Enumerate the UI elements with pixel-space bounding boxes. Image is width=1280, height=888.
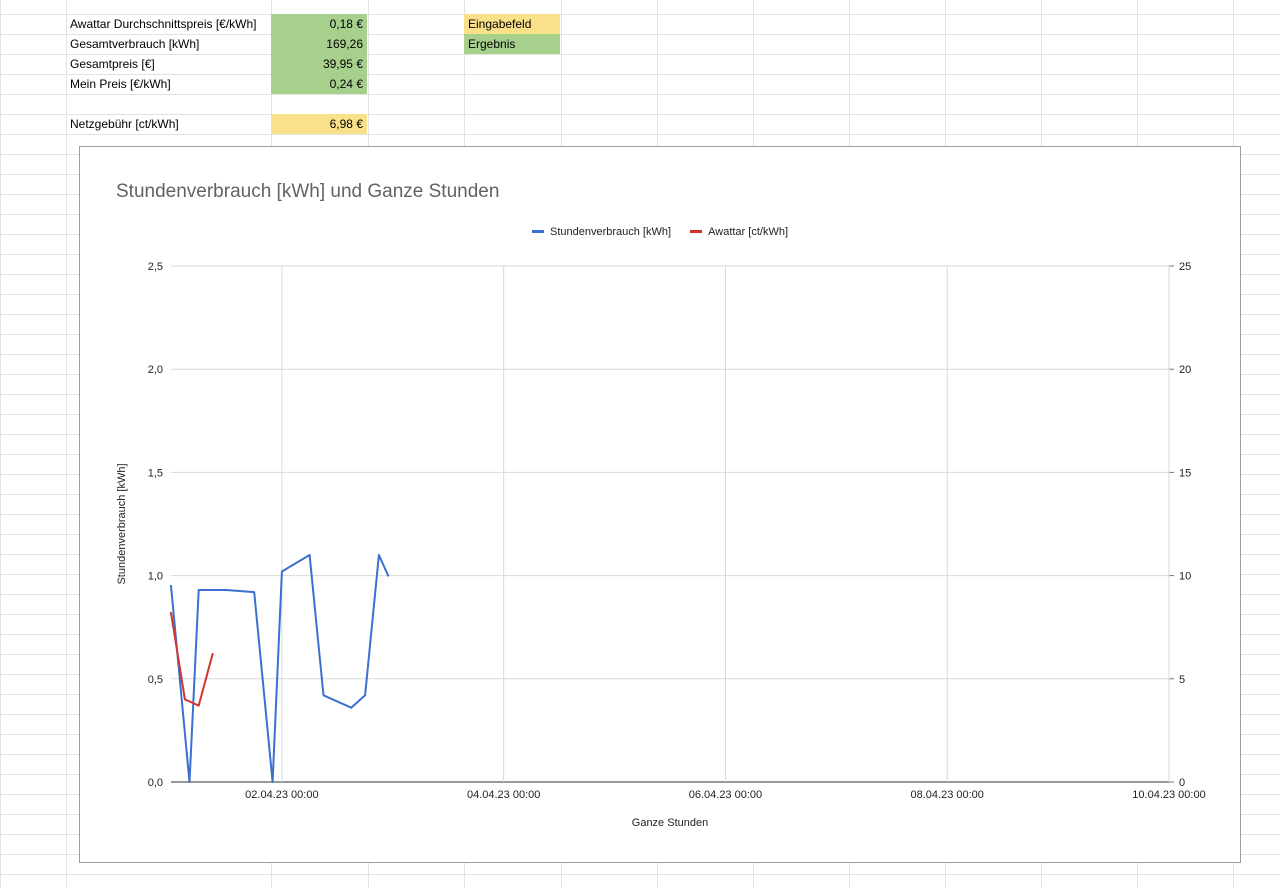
chart-legend: Stundenverbrauch [kWh] Awattar [ct/kWh] xyxy=(80,224,1240,238)
chart-title: Stundenverbrauch [kWh] und Ganze Stunden xyxy=(116,181,500,202)
y2-tick-label: 5 xyxy=(1179,674,1185,686)
legend-item-awattar[interactable]: Awattar [ct/kWh] xyxy=(690,226,788,238)
y-tick-label: 0,0 xyxy=(148,777,163,789)
x-tick-label: 06.04.23 00:00 xyxy=(689,789,762,801)
y2-tick-label: 25 xyxy=(1179,261,1191,273)
y-tick-label: 2,0 xyxy=(148,364,163,376)
x-tick-label: 02.04.23 00:00 xyxy=(245,789,318,801)
cell-netzgebuehr-label[interactable]: Netzgebühr [ct/kWh] xyxy=(70,117,179,131)
legend-item-verbrauch[interactable]: Stundenverbrauch [kWh] xyxy=(531,225,672,238)
chart-container[interactable]: Stundenverbrauch [kWh] und Ganze Stunden… xyxy=(79,146,1241,863)
chart-plot: 0,0 0,5 1,0 1,5 2,0 2,5 0 5 10 15 20 25 02.04.23 00:… xyxy=(116,261,1206,829)
y-tick-label: 0,5 xyxy=(148,674,163,686)
x-tick-label: 08.04.23 00:00 xyxy=(911,789,984,801)
legend-label-awattar: Awattar [ct/kWh] xyxy=(708,225,788,238)
x-tick-label: 04.04.23 00:00 xyxy=(467,789,540,801)
y2-tick-label: 20 xyxy=(1179,364,1191,376)
y2-tick-label: 15 xyxy=(1179,467,1191,479)
y-tick-label: 1,0 xyxy=(148,571,163,583)
cell-gesamtpreis-label[interactable]: Gesamtpreis [€] xyxy=(70,57,155,71)
cell-gesamtpreis-value[interactable]: 39,95 € xyxy=(271,54,367,74)
series-line-awattar xyxy=(170,611,214,707)
cell-awattar-label[interactable]: Awattar Durchschnittspreis [€/kWh] xyxy=(70,17,257,31)
y2-tick-label: 0 xyxy=(1179,777,1185,789)
cell-mein-preis-value[interactable]: 0,24 € xyxy=(271,74,367,94)
x-tick-label: 10.04.23 00:00 xyxy=(1132,789,1205,801)
y-axis-title: Stundenverbrauch [kWh] xyxy=(116,463,128,584)
y-tick-label: 2,5 xyxy=(148,261,163,273)
y2-tick-label: 10 xyxy=(1179,571,1191,583)
cell-netzgebuehr-value[interactable]: 6,98 € xyxy=(271,114,367,134)
x-axis-title: Ganze Stunden xyxy=(632,817,708,829)
series-line-stundenverbrauch xyxy=(170,554,390,783)
cell-gesamtverbrauch-value[interactable]: 169,26 xyxy=(271,34,367,54)
cell-legend-ergebnis[interactable]: Ergebnis xyxy=(464,34,560,54)
cell-mein-preis-label[interactable]: Mein Preis [€/kWh] xyxy=(70,77,171,91)
legend-swatch-red xyxy=(690,230,703,233)
legend-swatch-blue xyxy=(531,230,544,233)
legend-label-verbrauch: Stundenverbrauch [kWh] xyxy=(549,225,672,238)
y-tick-label: 1,5 xyxy=(148,467,163,479)
cell-gesamtverbrauch-label[interactable]: Gesamtverbrauch [kWh] xyxy=(70,37,200,51)
cell-awattar-value[interactable]: 0,18 € xyxy=(271,14,367,34)
cell-legend-eingabefeld[interactable]: Eingabefeld xyxy=(464,14,560,34)
